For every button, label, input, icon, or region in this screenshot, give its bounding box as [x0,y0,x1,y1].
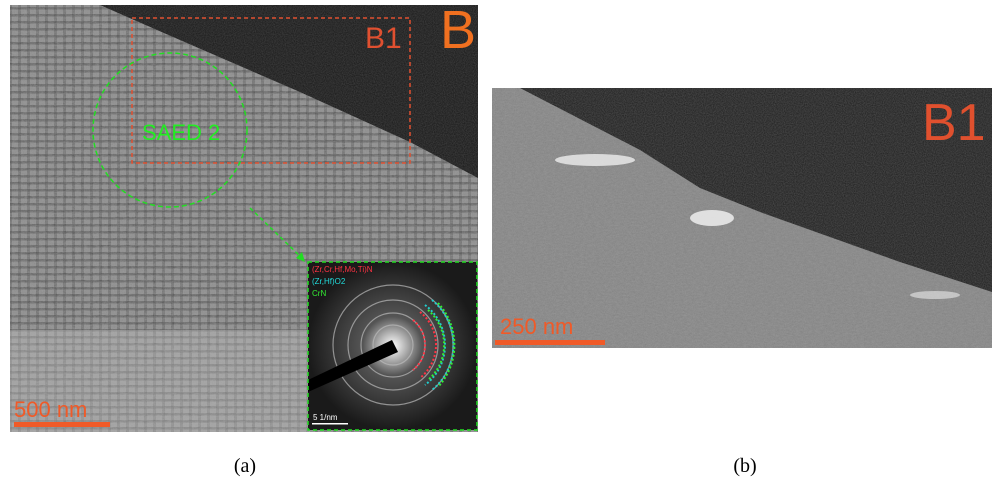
region-label: B1 [922,94,986,152]
saed-label: SAED 2 [142,120,220,145]
phase-label: (Zr,Cr,Hf,Mo,Ti)N [312,265,373,274]
figure: B1 B SAED 2 500 nm (Zr,Cr,Hf,Mo,Ti)N (Zr… [0,0,994,484]
caption: (b) [733,455,756,477]
scale-label: 500 nm [14,397,87,422]
panel-label: B [440,0,476,60]
scale-label: 250 nm [500,314,573,339]
scale-bar [495,340,605,345]
saed-inset: (Zr,Cr,Hf,Mo,Ti)N (Zr,Hf)O2 CrN 5 1/nm [308,262,477,430]
region-label: B1 [365,22,402,55]
scale-bar [14,422,110,427]
inset-scale-label: 5 1/nm [313,413,338,422]
caption: (a) [234,455,256,477]
panel-b-image [492,88,992,348]
phase-label: CrN [312,289,326,298]
phase-label: (Zr,Hf)O2 [312,277,346,286]
